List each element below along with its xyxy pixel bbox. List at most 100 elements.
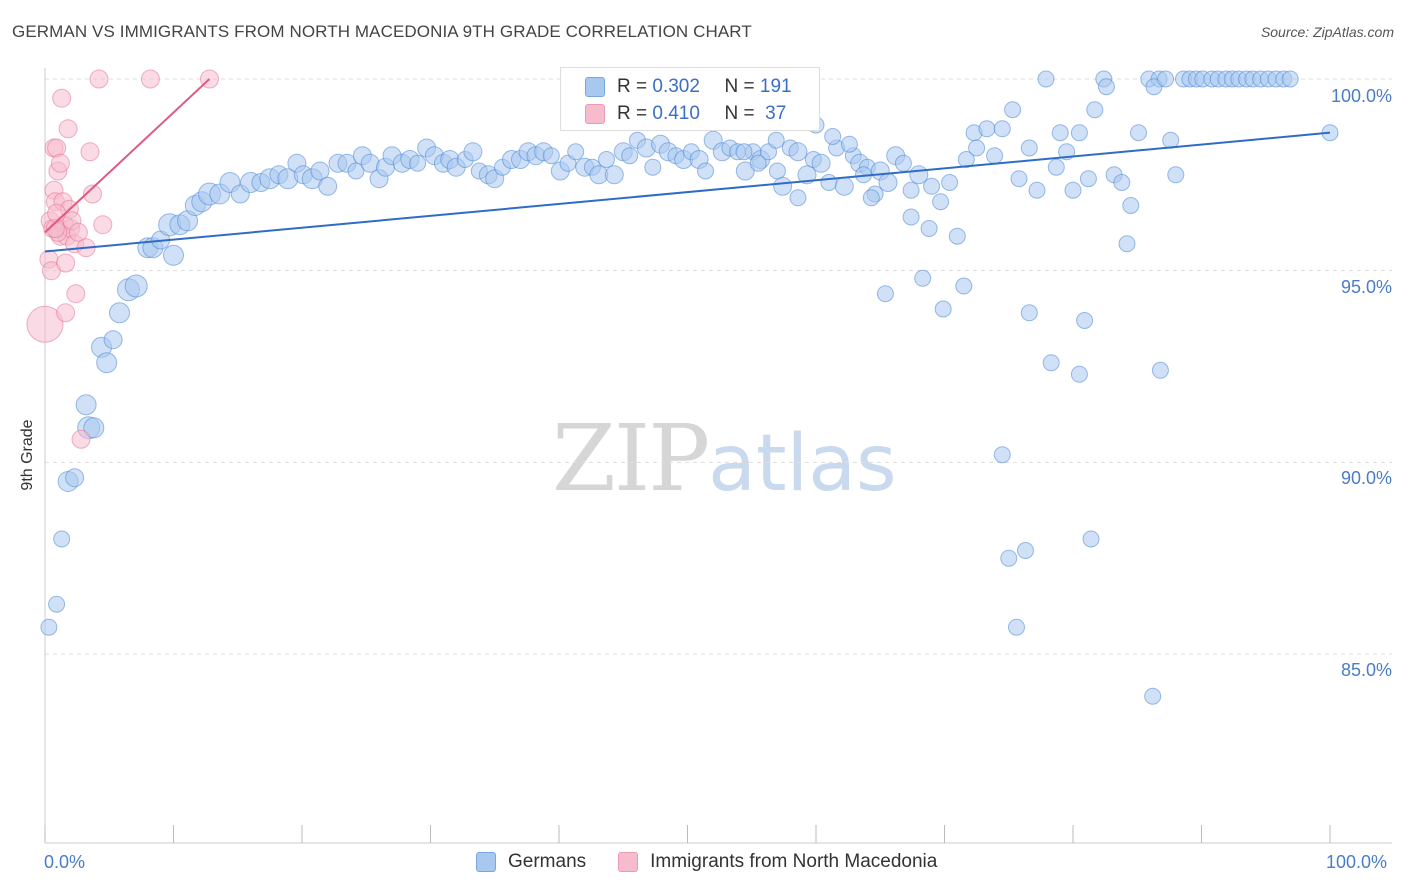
data-point	[463, 142, 483, 162]
legend-label: Immigrants from North Macedonia	[650, 851, 938, 872]
x-tick-label: 100.0%	[1326, 852, 1388, 872]
data-point	[71, 429, 91, 449]
x-tick-label: 0.0%	[44, 852, 86, 872]
data-point	[1086, 101, 1104, 119]
data-point	[140, 69, 160, 89]
r-label: R =	[617, 103, 648, 124]
data-point	[902, 208, 920, 226]
data-point	[347, 162, 365, 180]
data-point	[1047, 158, 1065, 176]
legend-item-north-macedonia[interactable]: Immigrants from North Macedonia	[618, 851, 937, 873]
data-point	[968, 139, 986, 157]
data-point	[1167, 166, 1185, 184]
data-point	[767, 131, 785, 149]
data-point	[644, 158, 662, 176]
data-point	[1020, 139, 1038, 157]
data-point	[894, 154, 912, 172]
chart-title: GERMAN VS IMMIGRANTS FROM NORTH MACEDONI…	[12, 22, 752, 41]
data-point	[1151, 361, 1169, 379]
data-point	[789, 189, 807, 207]
r-value: 0.410	[652, 103, 700, 124]
data-point	[598, 151, 615, 168]
data-point	[1020, 304, 1038, 322]
data-point	[1144, 687, 1162, 705]
data-point	[1017, 542, 1034, 559]
legend-row-germans: R = 0.302 N = 191	[585, 75, 792, 99]
data-point	[788, 142, 808, 162]
data-point	[934, 300, 952, 318]
data-point	[920, 220, 938, 237]
data-point	[834, 176, 854, 196]
r-value: 0.302	[652, 76, 700, 97]
data-point	[1076, 312, 1094, 329]
data-point	[409, 154, 427, 172]
data-point	[53, 530, 71, 548]
data-point	[862, 189, 880, 207]
legend-swatch-germans	[476, 852, 496, 872]
data-point	[948, 227, 966, 245]
legend-swatch-north-macedonia	[618, 852, 639, 872]
data-point	[993, 446, 1011, 464]
y-axis-label: 9th Grade	[19, 419, 36, 491]
data-point	[1082, 530, 1100, 548]
n-label: N =	[724, 103, 755, 124]
data-point	[109, 302, 130, 324]
data-point	[1010, 170, 1028, 188]
data-point	[978, 120, 996, 138]
data-point	[876, 285, 894, 303]
n-value: 191	[759, 76, 792, 97]
data-point	[163, 244, 184, 266]
legend-swatch-north-macedonia	[585, 104, 605, 124]
series-germans	[40, 70, 1339, 705]
data-point	[1004, 101, 1022, 119]
data-point	[902, 181, 920, 199]
legend-label: Germans	[508, 851, 587, 872]
data-point	[83, 184, 102, 204]
data-point	[986, 147, 1004, 165]
data-point	[811, 153, 831, 173]
data-point	[941, 174, 959, 191]
data-point	[318, 176, 338, 196]
data-point	[797, 165, 817, 185]
data-point	[1281, 70, 1299, 88]
data-point	[604, 165, 624, 185]
data-point	[1064, 181, 1082, 199]
data-point	[48, 595, 66, 613]
data-point	[1118, 235, 1136, 253]
data-point	[542, 147, 560, 165]
data-point	[83, 417, 105, 439]
source-label: Source: ZipAtlas.com	[1260, 24, 1394, 40]
data-point	[50, 153, 70, 173]
n-label: N =	[724, 76, 755, 97]
data-point	[735, 143, 753, 161]
data-point	[923, 177, 941, 195]
legend-item-germans[interactable]: Germans	[476, 851, 586, 873]
data-point	[749, 154, 767, 172]
legend-swatch-germans	[585, 77, 605, 97]
data-point	[697, 162, 714, 180]
data-point	[993, 120, 1011, 138]
data-point	[955, 277, 973, 295]
data-point	[840, 135, 858, 153]
data-point	[124, 274, 148, 298]
data-point	[1070, 124, 1088, 142]
data-point	[68, 222, 88, 242]
y-tick-label: 100.0%	[1330, 86, 1392, 106]
data-point	[1051, 124, 1069, 142]
data-point	[1000, 549, 1018, 567]
series-north-macedonia	[26, 69, 219, 449]
data-point	[93, 215, 113, 235]
axes	[44, 68, 1392, 844]
trend-line	[44, 131, 1331, 253]
data-point	[96, 352, 118, 374]
data-point	[89, 69, 109, 89]
data-point	[773, 176, 793, 196]
data-point	[56, 303, 76, 323]
y-tick-label: 95.0%	[1340, 277, 1392, 297]
data-point	[310, 161, 330, 181]
data-point	[621, 147, 639, 165]
data-point	[65, 468, 85, 488]
legend-row-north-macedonia: R = 0.410 N = 37	[585, 102, 786, 126]
data-point	[1157, 70, 1174, 88]
